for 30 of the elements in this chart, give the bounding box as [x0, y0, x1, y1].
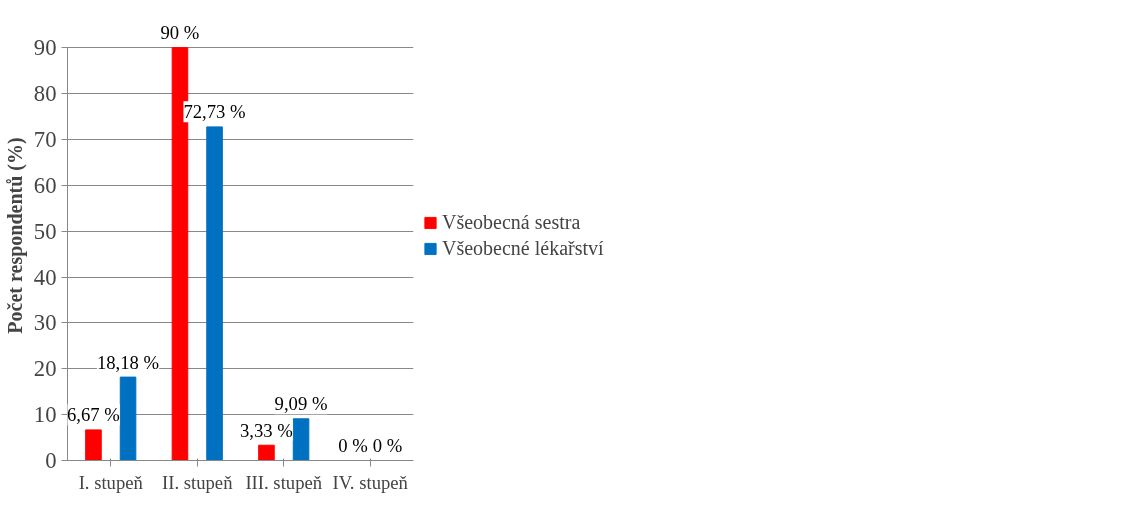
- data-label: 0 %: [372, 434, 403, 456]
- legend-label: Všeobecné lékařství: [442, 236, 604, 260]
- data-label: 6,67 %: [67, 404, 120, 426]
- y-tick-label: 30: [33, 310, 57, 336]
- data-label: 72,73 %: [183, 101, 246, 123]
- y-tick-label: 0: [45, 448, 57, 473]
- x-tick-label: I. stupeň: [78, 471, 144, 493]
- y-tick-label: 80: [33, 81, 57, 107]
- x-tick-label: II. stupeň: [162, 471, 234, 493]
- data-label: 3,33 %: [240, 419, 293, 441]
- y-tick-label: 70: [33, 126, 57, 152]
- y-tick-label: 90: [33, 35, 57, 61]
- bar: [206, 126, 223, 461]
- y-tick-label: 60: [33, 172, 57, 198]
- data-label: 90 %: [160, 22, 200, 44]
- data-label: 18,18 %: [96, 351, 160, 373]
- legend-label: Všeobecná sestra: [442, 210, 581, 234]
- x-tick-label: III. stupeň: [245, 471, 323, 493]
- bar: [258, 444, 275, 461]
- bar: [119, 376, 137, 461]
- y-tick-label: 10: [33, 402, 57, 428]
- data-label: 9,09 %: [274, 393, 328, 415]
- x-tick-label: IV. stupeň: [332, 471, 409, 493]
- y-tick-label: 20: [33, 356, 57, 382]
- y-axis-title: Počet respondentů (%): [3, 137, 27, 334]
- bar: [292, 418, 310, 461]
- y-tick-label: 50: [33, 218, 57, 244]
- y-tick-label: 40: [33, 264, 57, 290]
- data-label: 0 %: [338, 434, 368, 456]
- bar: [85, 429, 102, 461]
